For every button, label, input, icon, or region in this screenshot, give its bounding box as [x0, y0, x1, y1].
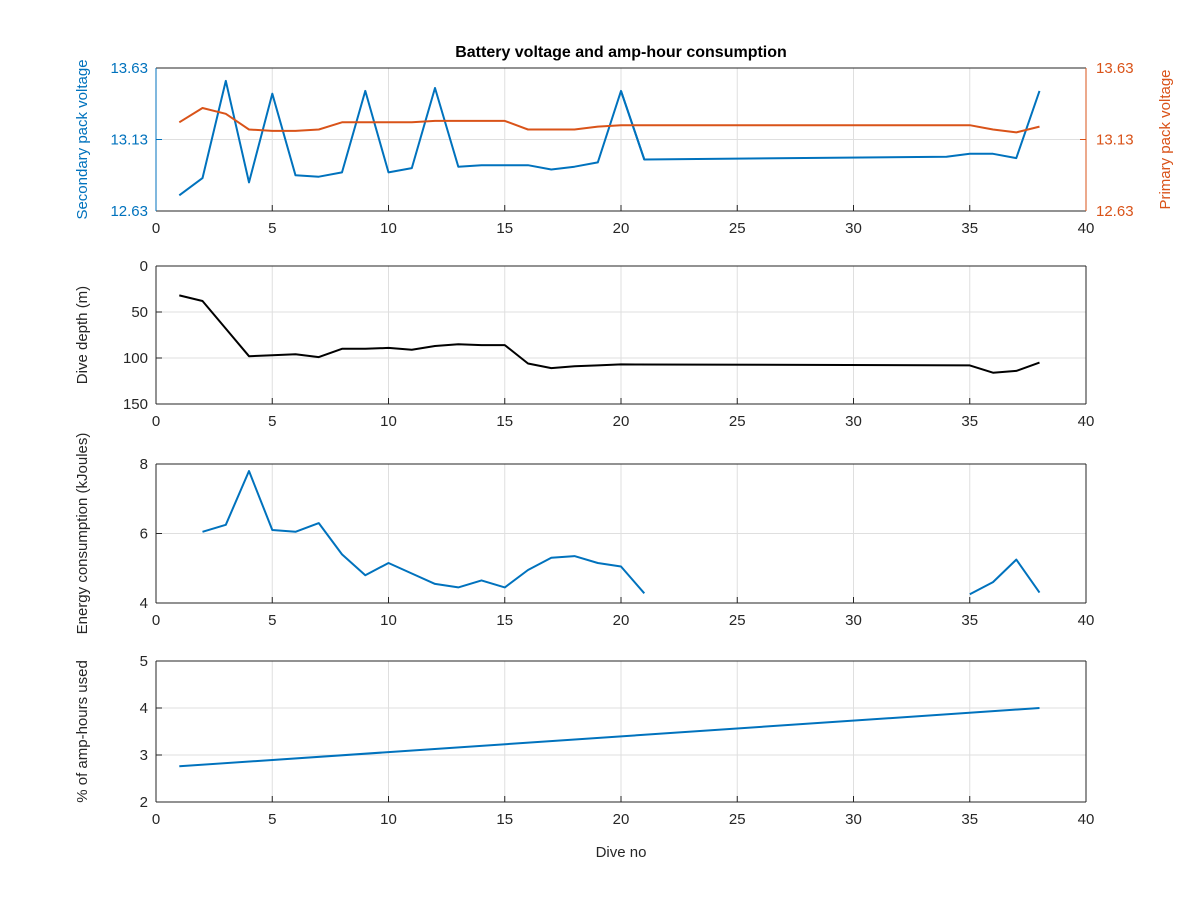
x-tick-label: 40 — [1078, 413, 1095, 430]
x-axis-label: Dive no — [596, 844, 647, 861]
x-tick-label: 10 — [380, 612, 397, 629]
x-tick-label: 20 — [613, 220, 630, 237]
y-tick-label: 5 — [140, 653, 148, 670]
y-tick-label: 13.63 — [110, 60, 148, 77]
x-tick-label: 5 — [268, 612, 276, 629]
x-tick-label: 25 — [729, 220, 746, 237]
subplot-2: 0 5 10 15 20 25 30 35 40 0 50 100 150 Dive depth (m) — [74, 258, 1094, 430]
x-tick-label: 35 — [961, 413, 978, 430]
series-line-2 — [178, 107, 1040, 134]
y-tick-label: 100 — [123, 350, 148, 367]
subplot-4: 0 5 10 15 20 25 30 35 40 2 3 4 5 % of amp-hours used D… — [74, 653, 1094, 861]
y-axis-label: Energy consumption (kJoules) — [74, 433, 91, 635]
y-tick-label: 6 — [140, 526, 148, 543]
x-tick-label: 10 — [380, 811, 397, 828]
series-line-1 — [179, 294, 1040, 374]
subplot-1: 0 5 10 15 20 25 30 35 4012.6313.1313.6312.6313.1… — [74, 59, 1174, 237]
x-tick-label: 30 — [845, 811, 862, 828]
y-tick-label: 50 — [131, 304, 148, 321]
right-y-tick-label: 13.13 — [1096, 132, 1134, 149]
x-tick-label: 25 — [729, 413, 746, 430]
y-tick-label: 8 — [140, 456, 148, 473]
y-tick-label: 2 — [140, 794, 148, 811]
right-y-tick-label: 12.63 — [1096, 203, 1134, 220]
y-tick-label: 150 — [123, 396, 148, 413]
x-tick-label: 20 — [613, 811, 630, 828]
x-tick-label: 5 — [268, 811, 276, 828]
y-tick-label: 12.63 — [110, 203, 148, 220]
series-line-1 — [179, 707, 1040, 768]
x-tick-label: 20 — [613, 413, 630, 430]
x-tick-label: 25 — [729, 811, 746, 828]
y-axis-label: Dive depth (m) — [74, 286, 91, 384]
x-tick-label: 10 — [380, 413, 397, 430]
y-axis-label: Secondary pack voltage — [74, 59, 91, 219]
x-tick-label: 35 — [961, 220, 978, 237]
right-y-tick-label: 13.63 — [1096, 60, 1134, 77]
x-tick-label: 15 — [496, 612, 513, 629]
x-tick-label: 0 — [152, 612, 160, 629]
series-line-1 — [620, 90, 1041, 161]
x-tick-label: 15 — [496, 811, 513, 828]
series-line-1 — [202, 470, 646, 594]
y-axis-label: % of amp-hours used — [74, 660, 91, 803]
x-tick-label: 0 — [152, 220, 160, 237]
y-tick-label: 3 — [140, 747, 148, 764]
x-tick-label: 5 — [268, 413, 276, 430]
series-line-1 — [969, 558, 1041, 596]
x-tick-label: 40 — [1078, 811, 1095, 828]
x-tick-label: 0 — [152, 413, 160, 430]
y-tick-label: 4 — [140, 595, 148, 612]
y-tick-label: 4 — [140, 700, 148, 717]
x-tick-label: 5 — [268, 220, 276, 237]
x-tick-label: 30 — [845, 612, 862, 629]
x-tick-label: 30 — [845, 220, 862, 237]
y-tick-label: 0 — [140, 258, 148, 275]
x-tick-label: 20 — [613, 612, 630, 629]
x-tick-label: 15 — [496, 413, 513, 430]
y-tick-label: 13.13 — [110, 132, 148, 149]
x-tick-label: 35 — [961, 811, 978, 828]
x-tick-label: 35 — [961, 612, 978, 629]
x-tick-label: 0 — [152, 811, 160, 828]
x-tick-label: 15 — [496, 220, 513, 237]
x-tick-label: 40 — [1078, 612, 1095, 629]
x-tick-label: 10 — [380, 220, 397, 237]
series-line-1 — [178, 79, 646, 197]
x-tick-label: 30 — [845, 413, 862, 430]
subplot-3: 0 5 10 15 20 25 30 35 40 4 6 8 Energy consumption (k… — [74, 433, 1094, 635]
chart-title: Battery voltage and amp-hour consumption — [455, 44, 787, 61]
x-tick-label: 25 — [729, 612, 746, 629]
right-y-axis-label: Primary pack voltage — [1157, 69, 1174, 209]
x-tick-label: 40 — [1078, 220, 1095, 237]
